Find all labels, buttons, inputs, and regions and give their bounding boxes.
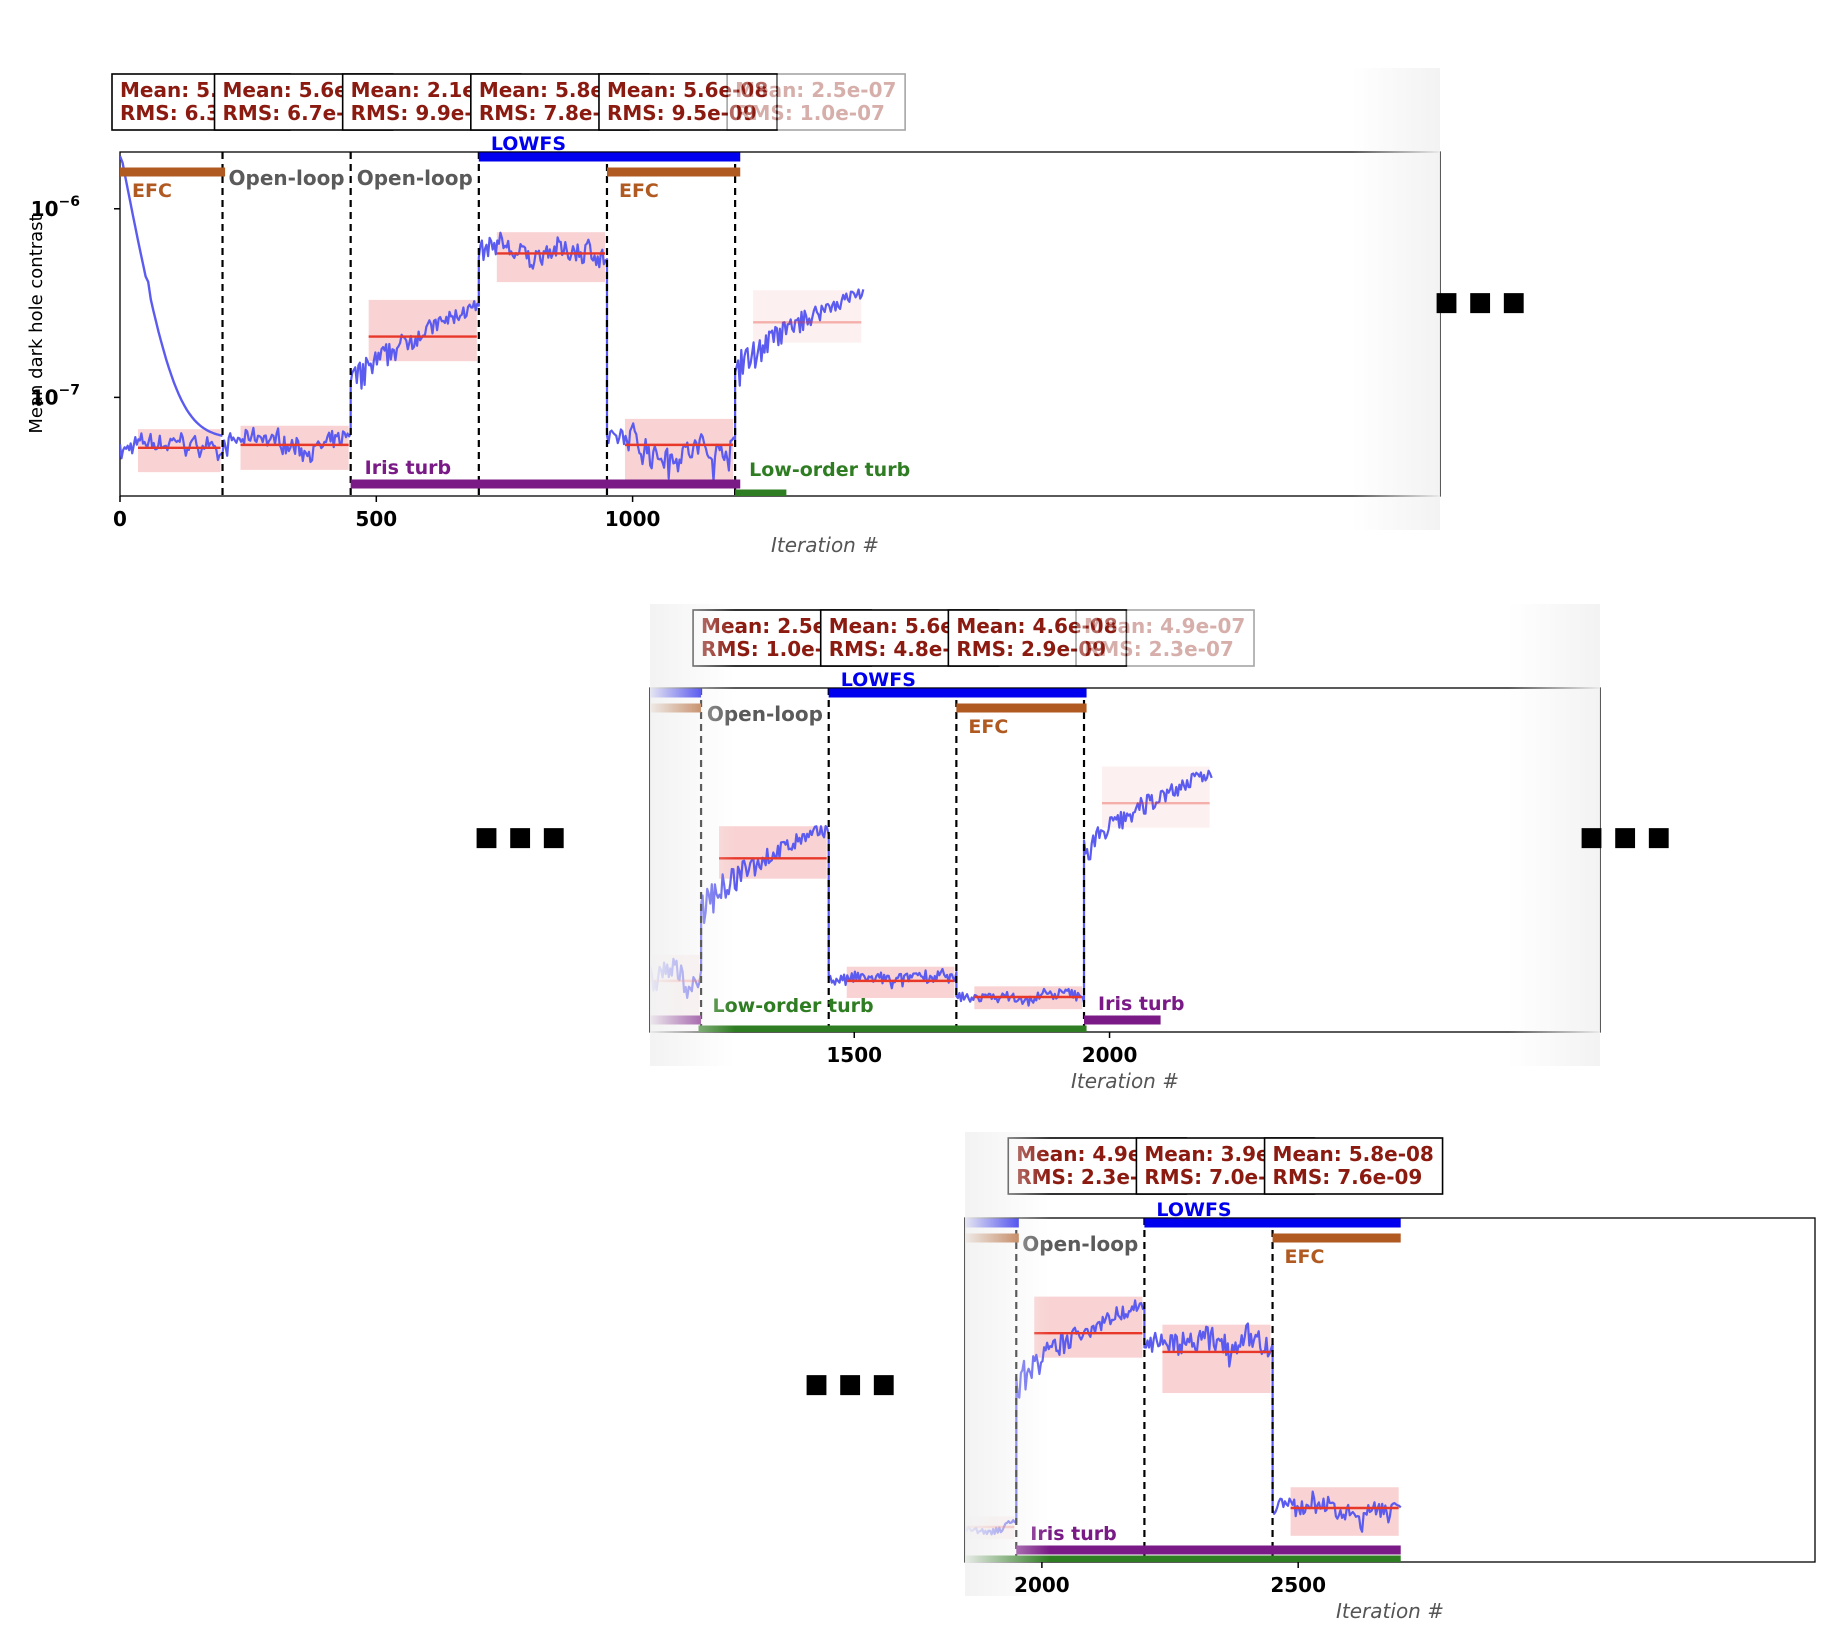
x-tick-label: 2500 <box>1270 1573 1326 1597</box>
fade-overlay <box>965 1132 1050 1596</box>
x-tick-label: 2000 <box>1014 1573 1070 1597</box>
stat-rms: RMS: 9.5e-09 <box>607 101 757 125</box>
ellipsis: ■ ■ ■ <box>804 1369 896 1399</box>
x-tick-label: 2000 <box>1082 1043 1138 1067</box>
fade-overlay <box>1508 604 1600 1066</box>
bar-label: EFC <box>619 180 659 202</box>
stat-mean: Mean: 4.9e-07 <box>1084 614 1245 638</box>
y-tick-label: 10−6 <box>31 194 80 221</box>
ellipsis: ■ ■ ■ <box>1579 822 1671 852</box>
bar-label: LOWFS <box>1156 1199 1231 1221</box>
bar-label: Iris turb <box>365 457 451 479</box>
stat-rms: RMS: 1.0e-07 <box>735 101 885 125</box>
y-axis-label: Mean dark hole contrast <box>26 214 47 433</box>
x-tick-label: 0 <box>113 507 127 531</box>
panel-1: EFC LOWFS EFC Iris turb Low-order turb Open-l… <box>26 68 1526 557</box>
stat-mean: Mean: 5.8e-08 <box>1273 1142 1434 1166</box>
x-tick-label: 500 <box>355 507 397 531</box>
stat-rms: RMS: 2.9e-09 <box>956 637 1106 661</box>
fade-overlay <box>1352 68 1440 530</box>
ellipsis: ■ ■ ■ <box>1434 287 1526 317</box>
rms-band <box>846 966 955 998</box>
ellipsis: ■ ■ ■ <box>474 822 566 852</box>
rms-band <box>1034 1296 1143 1358</box>
stat-mean: Mean: 2.5e-07 <box>735 78 896 102</box>
bar-label: Low-order turb <box>749 459 910 481</box>
bar-label: Low-order turb <box>713 995 874 1017</box>
stat-rms: RMS: 7.6e-09 <box>1273 1165 1423 1189</box>
bar-label: EFC <box>1285 1246 1325 1268</box>
bar-label: LOWFS <box>841 669 916 691</box>
bar-label: LOWFS <box>491 133 566 155</box>
segment-label: Open-loop <box>229 166 345 190</box>
rms-band <box>368 299 477 362</box>
series-line <box>120 231 865 482</box>
rms-band <box>1162 1324 1271 1394</box>
bar-label: Iris turb <box>1030 1523 1116 1545</box>
stat-mean: Mean: 5.6e-08 <box>607 78 768 102</box>
fade-overlay <box>650 604 735 1066</box>
x-axis-label: Iteration # <box>771 533 879 557</box>
bar-label: Iris turb <box>1098 993 1184 1015</box>
stat-mean: Mean: 4.6e-08 <box>956 614 1117 638</box>
bar-label: EFC <box>968 716 1008 738</box>
x-axis-label: Iteration # <box>1336 1599 1444 1623</box>
series-line <box>120 155 223 437</box>
bar-label: EFC <box>132 180 172 202</box>
stat-rms: RMS: 2.3e-07 <box>1084 637 1234 661</box>
segment-label: Open-loop <box>357 166 473 190</box>
y-tick-label: 10−7 <box>31 382 80 409</box>
x-tick-label: 1000 <box>605 507 661 531</box>
x-axis-label: Iteration # <box>1071 1069 1179 1093</box>
x-tick-label: 1500 <box>826 1043 882 1067</box>
